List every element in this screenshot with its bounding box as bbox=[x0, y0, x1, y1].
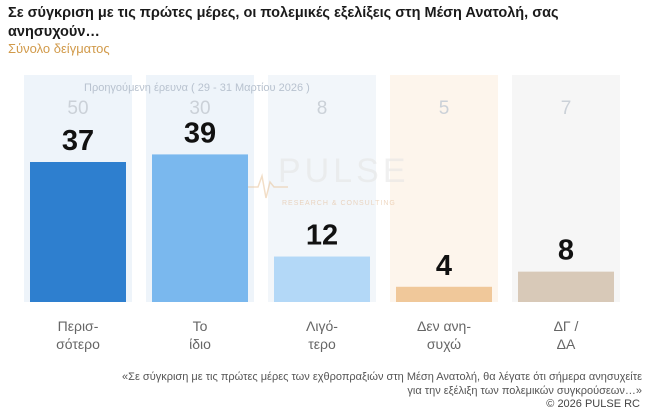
current-value-3: 12 bbox=[306, 220, 338, 252]
chart-subtitle: Σύνολο δείγματος bbox=[8, 41, 110, 56]
current-bar-shade-4 bbox=[396, 286, 492, 302]
previous-value-5: 7 bbox=[561, 98, 572, 119]
current-value-4: 4 bbox=[436, 250, 452, 282]
category-label-1: Περισ-σότερο bbox=[56, 318, 100, 352]
previous-survey-label: Προηγούμενη έρευνα ( 29 - 31 Μαρτίου 202… bbox=[84, 82, 310, 94]
current-bar-shade-5 bbox=[518, 271, 614, 302]
current-value-2: 39 bbox=[184, 117, 216, 149]
previous-value-3: 8 bbox=[317, 98, 328, 119]
current-bar-shade-1 bbox=[30, 162, 126, 302]
previous-value-2: 30 bbox=[189, 98, 210, 119]
pulse-watermark: PULSE RESEARCH & CONSULTING bbox=[248, 152, 418, 222]
copyright: © 2026 PULSE RC bbox=[546, 398, 640, 410]
previous-value-4: 5 bbox=[439, 98, 450, 119]
current-value-5: 8 bbox=[558, 235, 574, 267]
pulse-line-icon bbox=[248, 173, 288, 199]
category-label-3: Λιγό-τερο bbox=[306, 318, 338, 352]
watermark-brand: PULSE bbox=[278, 152, 410, 190]
category-label-2: Το ίδιο bbox=[189, 318, 211, 352]
chart-title: Σε σύγκριση με τις πρώτες μέρες, οι πολε… bbox=[8, 5, 559, 40]
previous-value-1: 50 bbox=[67, 98, 88, 119]
question-footnote: «Σε σύγκριση με τις πρώτες μέρες των εχθ… bbox=[122, 371, 642, 397]
category-label-4: Δεν ανη-συχώ bbox=[417, 318, 471, 352]
watermark-tagline: RESEARCH & CONSULTING bbox=[282, 200, 396, 207]
previous-column-4 bbox=[390, 75, 498, 302]
category-label-5: ΔΓ / ΔΑ bbox=[554, 318, 579, 352]
current-bar-shade-3 bbox=[274, 256, 370, 302]
previous-column-5 bbox=[512, 75, 620, 302]
current-value-1: 37 bbox=[62, 125, 94, 157]
current-bar-shade-2 bbox=[152, 154, 248, 302]
